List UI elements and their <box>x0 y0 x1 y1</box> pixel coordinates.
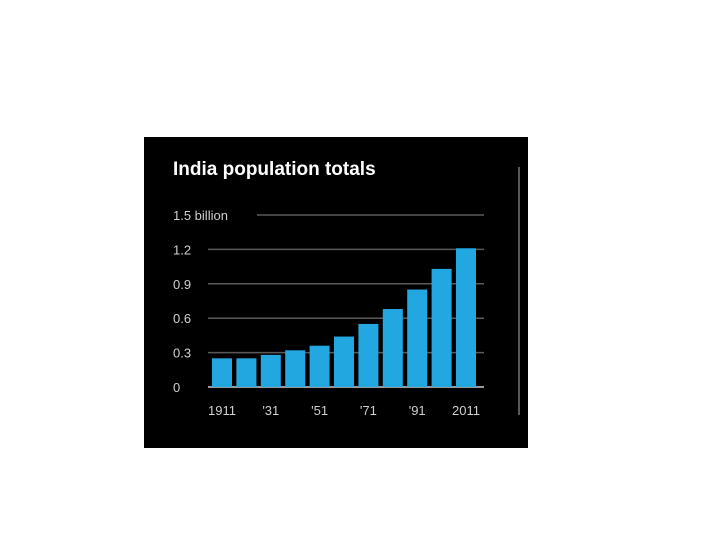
x-tick-labels: 1911 '31 '51 '71 '91 2011 <box>208 403 480 418</box>
y-tick-label: 0.6 <box>173 311 191 326</box>
y-tick-label: 0 <box>173 380 180 395</box>
bar-chart: India population totals 0 0.3 0.6 0.9 1.2 1.5… <box>173 159 520 418</box>
bar-2001 <box>431 268 452 387</box>
bar-1931 <box>260 354 281 387</box>
y-tick-label: 1.2 <box>173 242 191 257</box>
x-tick-label: '51 <box>311 403 328 418</box>
x-tick-label: '91 <box>409 403 426 418</box>
x-tick-label: 1911 <box>208 403 236 418</box>
bar-1971 <box>358 323 379 387</box>
y-tick-label: 0.9 <box>173 277 191 292</box>
bar-1911 <box>212 358 232 387</box>
bar-2011 <box>456 248 476 387</box>
y-tick-label: 0.3 <box>173 346 191 361</box>
bar-1951 <box>309 345 330 387</box>
bar-1941 <box>285 350 306 387</box>
y-tick-label: 1.5 billion <box>173 208 228 223</box>
y-tick-labels: 0 0.3 0.6 0.9 1.2 1.5 billion <box>173 208 228 395</box>
x-tick-label: '71 <box>360 403 377 418</box>
bar-1991 <box>407 289 428 387</box>
x-tick-label: '31 <box>262 403 279 418</box>
bars <box>212 248 476 387</box>
x-tick-label: 2011 <box>452 403 480 418</box>
bar-1981 <box>382 309 403 387</box>
bar-1961 <box>334 336 354 387</box>
chart-panel: India population totals 0 0.3 0.6 0.9 1.2 1.5… <box>144 137 528 448</box>
chart-title: India population totals <box>173 159 376 180</box>
bar-1921 <box>236 358 257 387</box>
